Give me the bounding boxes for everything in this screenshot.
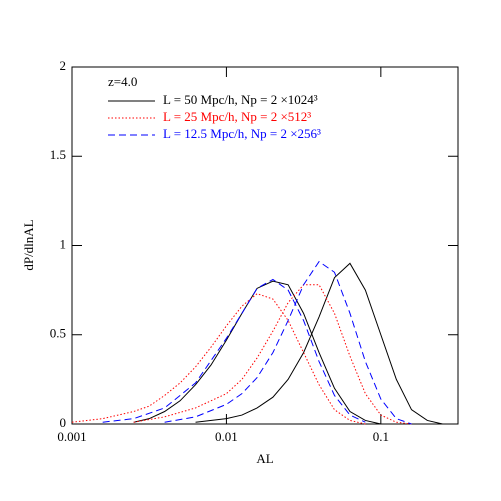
legend-label: L = 12.5 Mpc/h, Np = 2 ×256³ xyxy=(163,126,321,141)
y-tick-label: 2 xyxy=(60,58,67,73)
curve xyxy=(195,262,443,425)
y-axis-label: dP/dlnAL xyxy=(21,219,36,270)
x-axis-label: AL xyxy=(256,451,273,466)
x-tick-label: 0.1 xyxy=(373,429,389,444)
y-tick-label: 1 xyxy=(60,236,67,251)
curve xyxy=(71,293,366,425)
legend-label: L = 25 Mpc/h, Np = 2 ×512³ xyxy=(163,109,311,124)
y-tick-label: 0.5 xyxy=(50,326,66,341)
x-tick-label: 0.01 xyxy=(215,429,238,444)
curve xyxy=(102,278,366,423)
y-tick-label: 0 xyxy=(60,415,67,430)
curve xyxy=(133,284,412,425)
x-tick-label: 0.001 xyxy=(57,429,86,444)
curve xyxy=(164,260,412,425)
legend-label: L = 50 Mpc/h, Np = 2 ×1024³ xyxy=(163,92,318,107)
curve xyxy=(133,280,381,425)
y-tick-label: 1.5 xyxy=(50,147,66,162)
annotation: z=4.0 xyxy=(108,74,137,89)
